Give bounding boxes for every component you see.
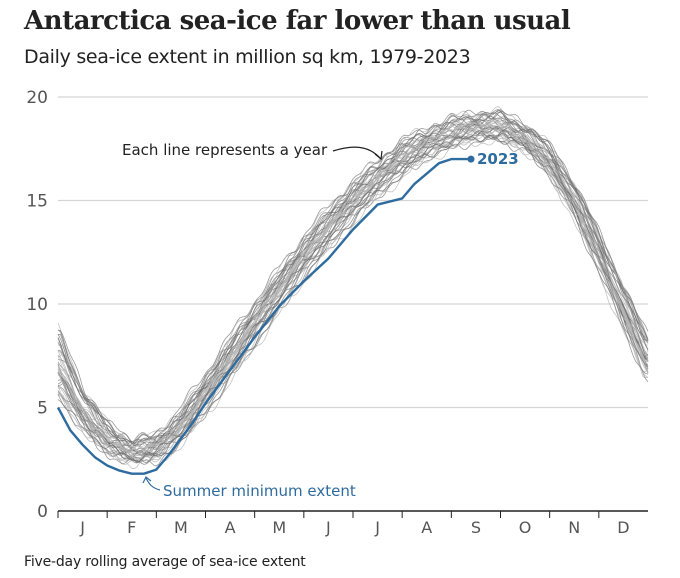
historical-year-line xyxy=(57,122,649,457)
x-tick-label: A xyxy=(225,518,236,537)
historical-year-line xyxy=(57,115,649,452)
x-tick-label: F xyxy=(127,518,136,537)
x-tick-label: J xyxy=(79,518,85,537)
arrowhead-icon xyxy=(142,476,152,484)
annotation-arrow-summer-minimum xyxy=(145,477,161,491)
y-tick-label: 5 xyxy=(37,399,48,419)
chart-title: Antarctica sea-ice far lower than usual xyxy=(24,6,571,36)
series-line-2023 xyxy=(56,157,471,475)
series-endpoint-2023 xyxy=(467,155,475,163)
x-tick-label: D xyxy=(617,518,629,537)
y-tick-label: 20 xyxy=(26,88,48,108)
historical-year-line xyxy=(57,109,649,447)
historical-year-line xyxy=(57,110,649,443)
y-tick-label: 10 xyxy=(26,295,48,315)
annotation-arrow-each-line xyxy=(332,146,381,159)
y-tick-label: 0 xyxy=(37,502,48,522)
historical-year-line xyxy=(57,136,649,470)
x-tick-label: N xyxy=(568,518,580,537)
y-axis-ticks: 0 5 10 15 20 xyxy=(26,88,48,522)
historical-year-line xyxy=(57,122,649,454)
historical-year-line xyxy=(57,129,649,464)
x-tick-label: A xyxy=(421,518,432,537)
historical-year-line xyxy=(57,109,649,443)
arrowhead-icon xyxy=(374,150,383,161)
annotation-each-line: Each line represents a year xyxy=(122,141,328,159)
x-tick-label: M xyxy=(174,518,188,537)
historical-year-line xyxy=(57,109,649,445)
historical-lines xyxy=(57,106,649,470)
x-tick-label: S xyxy=(471,518,481,537)
gridlines xyxy=(58,96,648,409)
historical-year-line xyxy=(57,117,649,454)
annotation-summer-minimum: Summer minimum extent xyxy=(163,482,356,500)
highlight-series xyxy=(56,155,475,475)
x-tick-label: J xyxy=(374,518,380,537)
annotations: Each line represents a year 2023 Summer … xyxy=(122,141,519,500)
y-tick-label: 15 xyxy=(26,192,48,212)
chart-subtitle: Daily sea-ice extent in million sq km, 1… xyxy=(24,46,471,68)
annotation-2023-label: 2023 xyxy=(477,150,519,168)
x-tick-label: M xyxy=(272,518,286,537)
x-tick-label: J xyxy=(325,518,331,537)
historical-year-line xyxy=(57,121,649,456)
footnote: Five-day rolling average of sea-ice exte… xyxy=(24,554,306,570)
historical-year-line xyxy=(57,130,649,464)
x-tick-label: O xyxy=(519,518,532,537)
historical-year-line xyxy=(57,127,649,463)
historical-year-line xyxy=(57,120,649,457)
historical-year-line xyxy=(57,119,649,453)
historical-year-line xyxy=(57,121,649,455)
historical-year-line xyxy=(57,127,649,458)
historical-year-line xyxy=(57,131,649,465)
